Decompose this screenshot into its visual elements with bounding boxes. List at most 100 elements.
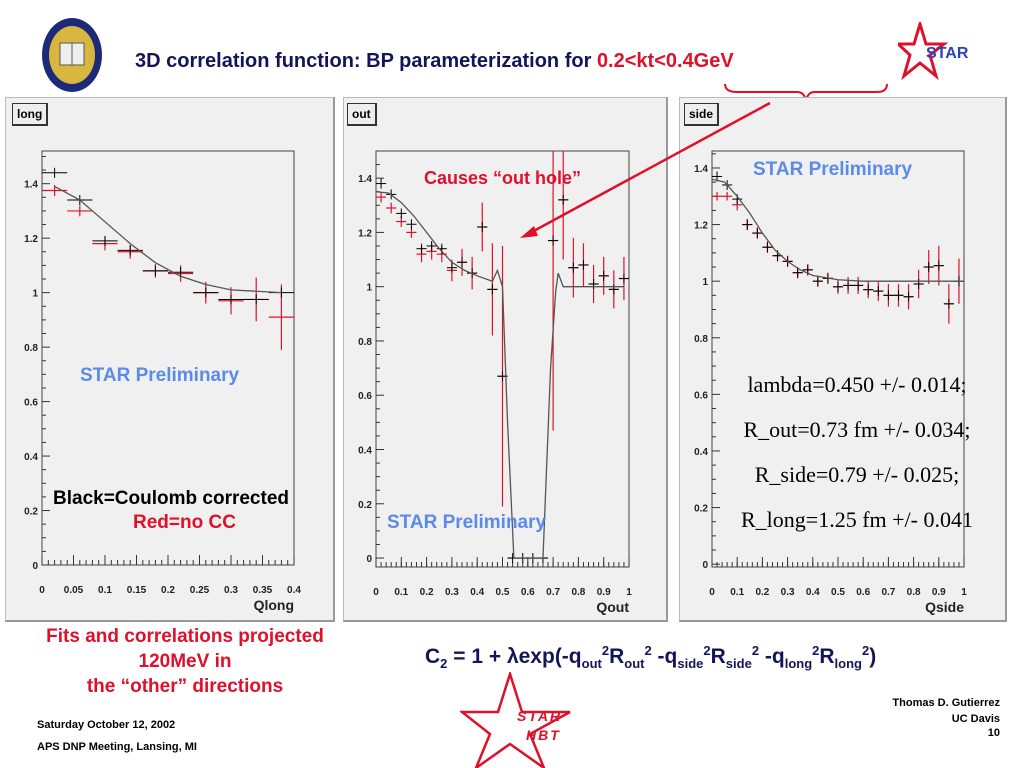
tag-side: side <box>684 103 720 126</box>
formula-part: -q <box>651 645 678 668</box>
x-tick-label: 0.2 <box>420 587 434 598</box>
x-tick-label: 0.6 <box>521 587 535 598</box>
plot-side: 0 0.2 0.4 0.6 0.8 1 1.2 1.4 0 0.1 0.2 0.3 0.4 0.5 0.6 0… <box>694 150 967 615</box>
y-tick-label: 0.6 <box>358 391 372 402</box>
formula-part: -q <box>759 645 785 668</box>
y-tick-label: 0.4 <box>694 447 708 458</box>
x-tick-label: 0.4 <box>806 587 820 598</box>
meeting: APS DNP Meeting, Lansing, MI <box>37 741 197 753</box>
out-preliminary-label: STAR Preliminary <box>387 512 547 533</box>
author: Thomas D. Gutierrez <box>892 697 1000 709</box>
x-tick-label: 0 <box>39 585 45 596</box>
x-tick-label: 0.9 <box>597 587 611 598</box>
fit-curve <box>375 191 624 559</box>
x-tick-label: 0.25 <box>190 585 210 596</box>
y-tick-label: 0 <box>366 554 372 565</box>
x-tick-label: 0.4 <box>287 585 301 596</box>
y-tick-label: 0.6 <box>24 398 38 409</box>
formula-part: 2 <box>812 643 820 658</box>
svg-text:STAR: STAR <box>926 45 969 62</box>
x-tick-label: 0.35 <box>253 585 273 596</box>
y-tick-label: 1.4 <box>694 164 708 175</box>
formula-part: long <box>784 656 813 672</box>
long-preliminary-label: STAR Preliminary <box>80 365 240 386</box>
y-tick-label: 0.8 <box>358 337 372 348</box>
x-tick-label: 0.6 <box>856 587 870 598</box>
formula-part: long <box>834 656 862 672</box>
x-tick-label: 1 <box>961 587 967 598</box>
arrow-icon <box>520 101 771 238</box>
logo-text-star: STAR <box>517 708 562 724</box>
y-tick-label: 0 <box>32 561 38 572</box>
x-axis-label: Qout <box>596 599 629 615</box>
y-tick-label: 0 <box>702 560 708 571</box>
y-tick-label: 0.6 <box>694 390 708 401</box>
x-tick-label: 0.2 <box>161 585 175 596</box>
formula-part: 2 <box>703 643 711 658</box>
x-axis-label: Qside <box>925 599 964 615</box>
y-tick-label: 0.2 <box>358 500 372 511</box>
formula-part: R <box>609 645 625 668</box>
fit-curve <box>54 185 282 294</box>
x-tick-label: 0.05 <box>64 585 84 596</box>
x-tick-label: 0.9 <box>932 587 946 598</box>
x-tick-label: 0.5 <box>831 587 845 598</box>
y-tick-label: 0.8 <box>694 334 708 345</box>
x-tick-label: 0.1 <box>98 585 112 596</box>
y-tick-label: 1.2 <box>24 234 38 245</box>
footer-note-line: the “other” directions <box>86 676 284 697</box>
formula-part: 2 <box>751 643 760 658</box>
slide-title: 3D correlation function: BP parameteriza… <box>135 50 597 72</box>
formula-part: 2 <box>601 643 610 658</box>
x-tick-label: 0.8 <box>571 587 585 598</box>
x-tick-label: 0.3 <box>224 585 238 596</box>
y-tick-label: 1 <box>366 283 372 294</box>
y-tick-label: 1.4 <box>24 180 38 191</box>
x-tick-label: 0 <box>373 587 379 598</box>
x-tick-label: 0.1 <box>394 587 408 598</box>
x-tick-label: 1 <box>626 587 632 598</box>
formula-part: 2 <box>644 643 652 658</box>
panel-long <box>5 97 335 622</box>
formula-part: side <box>677 656 704 672</box>
formula-part: side <box>725 656 752 672</box>
y-tick-label: 0.8 <box>24 343 38 354</box>
formula-part: = 1 + λexp(-q <box>447 645 582 668</box>
y-tick-label: 0.4 <box>358 445 372 456</box>
param-lambda: lambda=0.450 +/- 0.014; <box>747 372 967 397</box>
y-tick-label: 0.4 <box>24 452 38 463</box>
star-hbt-logo: STAR HBT <box>460 672 571 768</box>
x-tick-label: 0.5 <box>496 587 510 598</box>
x-tick-label: 0.7 <box>881 587 895 598</box>
footer-note-line: 120MeV in <box>138 651 232 672</box>
y-tick-label: 1 <box>32 289 38 300</box>
x-tick-label: 0.3 <box>445 587 459 598</box>
param-rlong: R_long=1.25 fm +/- 0.041 <box>741 507 973 532</box>
red-label: Red=no CC <box>133 512 236 533</box>
x-tick-label: 0.7 <box>546 587 560 598</box>
tag-long: long <box>12 103 49 126</box>
x-tick-label: 0.2 <box>755 587 769 598</box>
formula: C2 = 1 + λexp(-qout2Rout2 -qside2Rside2 … <box>425 643 876 671</box>
black-label: Black=Coulomb corrected <box>53 488 289 509</box>
y-tick-label: 1.2 <box>694 221 708 232</box>
plot-out: 0 0.2 0.4 0.6 0.8 1 1.2 1.4 0 0.1 0.2 0.3 0.4 0.5 0.6 0… <box>358 150 632 615</box>
formula-part: C <box>425 645 441 668</box>
date: Saturday October 12, 2002 <box>37 719 176 731</box>
formula-part: 2 <box>440 656 448 672</box>
y-tick-label: 0.2 <box>24 507 38 518</box>
kt-range: 0.2<kt<0.4GeV <box>596 50 734 72</box>
institution: UC Davis <box>951 713 1000 725</box>
star-logo: STAR <box>898 22 969 81</box>
page-number: 10 <box>987 727 1000 739</box>
x-tick-label: 0.3 <box>781 587 795 598</box>
x-tick-label: 0.4 <box>470 587 484 598</box>
plot-long: 0 0.2 0.4 0.6 0.8 1 1.2 1.4 0 0.05 0.1 0.15 0.2 0.25 0… <box>24 150 301 613</box>
logo-text-hbt: HBT <box>526 727 561 743</box>
param-rside: R_side=0.79 +/- 0.025; <box>754 462 960 487</box>
out-hole-label: Causes “out hole” <box>424 168 582 188</box>
x-axis-label: Qlong <box>254 597 294 613</box>
panel-side <box>679 97 1007 622</box>
y-tick-label: 1.4 <box>358 174 372 185</box>
